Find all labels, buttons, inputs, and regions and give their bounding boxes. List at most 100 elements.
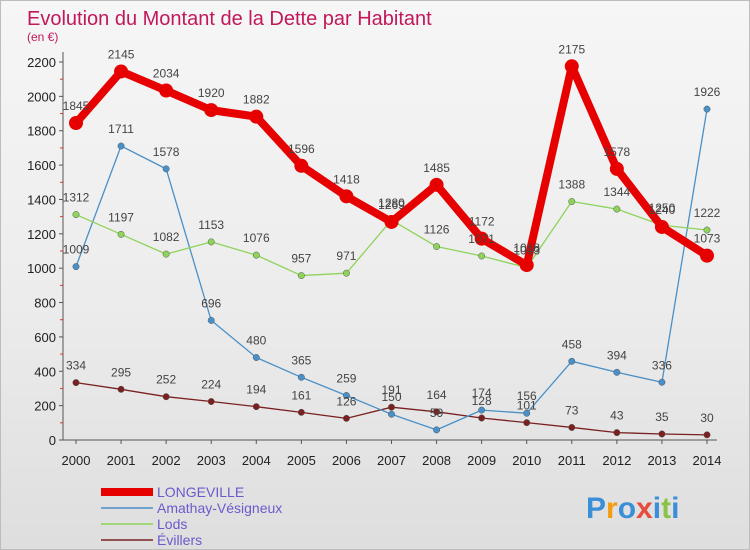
data-point [654, 219, 669, 234]
data-label: 191 [381, 383, 401, 397]
data-point [388, 410, 395, 418]
series--villers [72, 379, 711, 439]
data-label: 1076 [243, 231, 270, 245]
data-point [207, 238, 215, 246]
data-point [252, 403, 260, 411]
data-label: 1711 [108, 122, 134, 136]
data-label: 1003 [513, 244, 540, 258]
y-tick-label: 600 [34, 330, 56, 345]
x-tick-label: 2005 [287, 453, 316, 468]
data-label: 1485 [423, 161, 450, 175]
y-tick-label: 1600 [27, 158, 56, 173]
data-point [72, 263, 80, 271]
data-point [519, 258, 534, 273]
data-point [564, 59, 579, 74]
data-point [162, 165, 170, 173]
data-point [117, 142, 125, 150]
y-tick-label: 2200 [27, 55, 56, 70]
data-label: 394 [607, 348, 627, 362]
data-point [658, 430, 666, 438]
data-label: 252 [156, 373, 176, 387]
data-point [339, 189, 354, 204]
x-tick-label: 2000 [62, 453, 91, 468]
y-tick-label: 1000 [27, 261, 56, 276]
data-point [568, 198, 576, 205]
x-tick-label: 2011 [558, 453, 586, 468]
data-point [433, 408, 441, 416]
y-tick-label: 2000 [27, 89, 56, 104]
axes: 0 200 400 600 800 1000 1200 1400 1600 1800 2000 220… [27, 52, 721, 468]
data-label: 1222 [694, 206, 721, 220]
data-label: 295 [111, 365, 131, 379]
data-point [613, 429, 621, 437]
data-label: 43 [610, 409, 624, 423]
data-label: 1018 [513, 241, 540, 255]
data-label: 1920 [198, 86, 225, 100]
legend-label: Amathay-Vésigneux [157, 500, 282, 516]
data-point [568, 357, 576, 365]
data-point [162, 250, 170, 258]
legend-label: Évillers [157, 532, 202, 548]
data-label: 1280 [378, 196, 405, 210]
data-point [162, 393, 170, 401]
x-tick-label: 2002 [152, 453, 181, 468]
legend-label: LONGEVILLE [157, 484, 244, 500]
data-point [433, 426, 441, 434]
data-label: 101 [517, 399, 537, 413]
proxiti-logo: Proxiti [586, 492, 679, 525]
data-point [523, 409, 531, 417]
data-point [72, 211, 80, 219]
data-label: 2175 [558, 42, 585, 56]
y-tick-label: 0 [49, 433, 56, 448]
data-label: 35 [655, 410, 669, 424]
data-point [114, 64, 129, 79]
data-label: 1845 [63, 99, 90, 113]
data-point [474, 231, 489, 246]
data-label: 1073 [694, 232, 721, 246]
data-label: 1172 [469, 215, 495, 229]
logo-letter: t [661, 492, 671, 525]
data-label: 156 [517, 389, 537, 403]
y-tick-label: 800 [34, 296, 56, 311]
data-point [294, 158, 309, 173]
logo-letter: o [618, 492, 636, 525]
data-point [342, 392, 350, 399]
x-tick-label: 2010 [512, 453, 541, 468]
data-label: 480 [246, 334, 266, 348]
data-point [703, 105, 711, 113]
data-point [568, 424, 576, 431]
data-point [204, 103, 219, 118]
data-label: 971 [336, 249, 356, 263]
data-label: 1596 [288, 142, 315, 156]
unit-label: (en €) [27, 30, 58, 44]
x-tick-label: 2006 [332, 453, 361, 468]
data-label: 334 [66, 359, 86, 373]
data-point [613, 368, 621, 376]
data-point [297, 272, 305, 280]
data-point [388, 403, 395, 411]
data-point [433, 243, 441, 250]
data-point [252, 354, 260, 361]
x-tick-label: 2009 [467, 453, 496, 468]
data-point [252, 251, 260, 259]
data-point [478, 414, 486, 422]
data-label: 30 [700, 411, 714, 425]
x-tick-label: 2001 [107, 453, 136, 468]
x-tick-label: 2004 [242, 453, 271, 468]
data-label: 174 [472, 386, 492, 400]
data-point [613, 205, 621, 213]
data-label: 458 [562, 337, 582, 351]
data-label: 1197 [108, 210, 134, 224]
data-point [159, 83, 174, 98]
data-label: 1418 [333, 172, 360, 186]
x-tick-label: 2013 [647, 453, 676, 468]
data-point [117, 385, 125, 393]
data-label: 1344 [604, 185, 631, 199]
data-point [609, 161, 624, 176]
data-point [117, 230, 125, 238]
data-point [297, 373, 305, 381]
data-point [703, 226, 711, 234]
x-tick-label: 2012 [602, 453, 631, 468]
y-tick-label: 400 [34, 364, 56, 379]
